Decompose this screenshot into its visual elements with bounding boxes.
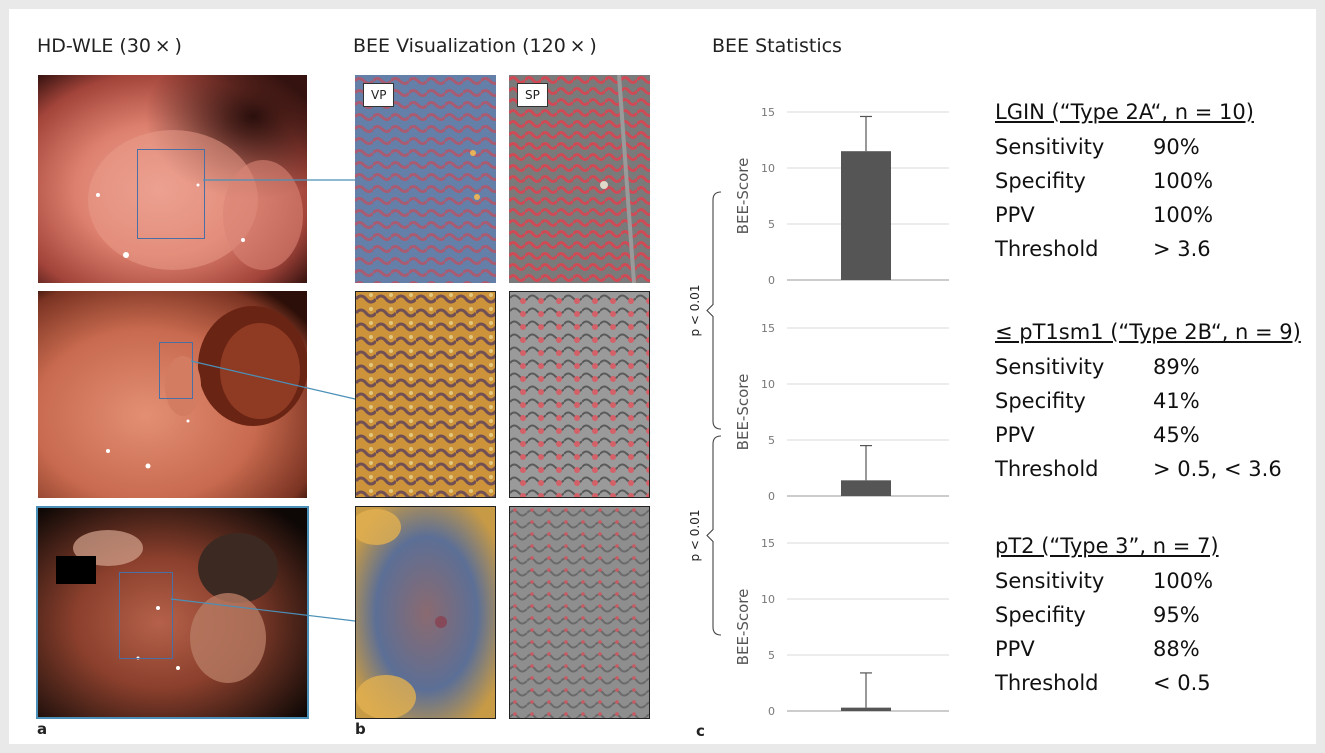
stats-label: PPV (995, 637, 1035, 661)
y-tick-label: 0 (768, 705, 775, 718)
bar (841, 151, 891, 280)
y-axis-label: BEE-Score (734, 158, 752, 235)
stats-value: 88% (1153, 637, 1200, 661)
endoscopy-image-1 (38, 75, 307, 283)
bar (841, 480, 891, 496)
roi-box-3 (119, 572, 173, 659)
bee-tile-vp-3 (355, 506, 496, 719)
stats-value: 100% (1153, 569, 1214, 593)
stats-label: Threshold (995, 237, 1099, 261)
bee-tile-vp-2 (355, 291, 496, 498)
bee-tile-sp-2 (509, 291, 650, 498)
stats-value: 100% (1153, 169, 1214, 193)
stats-row: Threshold < 0.5 (995, 671, 1305, 699)
stats-title: LGIN (“Type 2A“, n = 10) (995, 100, 1254, 124)
stats-row: Sensitivity 89% (995, 355, 1305, 383)
stats-row: PPV 100% (995, 203, 1305, 231)
tag-vp: VP (363, 83, 395, 107)
y-tick-label: 10 (761, 378, 775, 391)
y-tick-label: 5 (768, 434, 775, 447)
y-axis-label: BEE-Score (734, 374, 752, 451)
stats-value: 100% (1153, 203, 1214, 227)
y-axis-label: BEE-Score (734, 589, 752, 666)
stats-label: Threshold (995, 671, 1099, 695)
y-tick-label: 15 (761, 106, 775, 119)
stats-row: Sensitivity 90% (995, 135, 1305, 163)
y-tick-label: 5 (768, 218, 775, 231)
stats-block: pT2 (“Type 3”, n = 7) Sensitivity 100% Spec… (995, 534, 1305, 704)
stats-block: LGIN (“Type 2A“, n = 10) Sensitivity 90% Sp… (995, 100, 1305, 270)
stats-title: pT2 (“Type 3”, n = 7) (995, 534, 1219, 558)
stats-label: PPV (995, 423, 1035, 447)
stats-value: 95% (1153, 603, 1200, 627)
stats-value: 90% (1153, 135, 1200, 159)
stats-row: Specifity 95% (995, 603, 1305, 631)
y-tick-label: 15 (761, 322, 775, 335)
bee-tile-vp-1: VP (355, 75, 496, 283)
p-value-label: p < 0.01 (688, 284, 702, 336)
roi-box-1 (137, 149, 205, 239)
stats-row: Sensitivity 100% (995, 569, 1305, 597)
stats-label: Specifity (995, 169, 1086, 193)
bar (841, 707, 891, 711)
stats-block: ≤ pT1sm1 (“Type 2B“, n = 9) Sensitivity 89… (995, 320, 1305, 490)
stats-label: PPV (995, 203, 1035, 227)
p-value-label: p < 0.01 (688, 509, 702, 561)
stats-value: 89% (1153, 355, 1200, 379)
panel-letter-b: b (355, 720, 366, 738)
bee-tile-sp-3 (509, 506, 650, 719)
stats-label: Sensitivity (995, 135, 1105, 159)
roi-connectors (170, 179, 356, 622)
stats-row: PPV 88% (995, 637, 1305, 665)
stats-row: Threshold > 3.6 (995, 237, 1305, 265)
stats-label: Sensitivity (995, 355, 1105, 379)
heading-bee-visualization: BEE Visualization (120 × ) (353, 35, 597, 57)
endoscopy-image-2 (38, 291, 307, 498)
panel-letter-a: a (37, 720, 48, 738)
tag-sp: SP (517, 83, 548, 107)
heading-bee-statistics: BEE Statistics (712, 35, 842, 57)
stats-value: > 0.5, < 3.6 (1153, 457, 1282, 481)
stats-row: Specifity 41% (995, 389, 1305, 417)
heading-hd-wle: HD-WLE (30 × ) (37, 35, 182, 57)
bee-tile-sp-1: SP (509, 75, 650, 283)
significance-bracket (706, 191, 722, 430)
stats-label: Specifity (995, 389, 1086, 413)
stats-title: ≤ pT1sm1 (“Type 2B“, n = 9) (995, 320, 1301, 344)
y-tick-label: 0 (768, 490, 775, 503)
stats-row: Specifity 100% (995, 169, 1305, 197)
stats-label: Specifity (995, 603, 1086, 627)
y-tick-label: 10 (761, 162, 775, 175)
stats-label: Threshold (995, 457, 1099, 481)
endoscopy-image-3 (36, 506, 309, 719)
stats-value: > 3.6 (1153, 237, 1211, 261)
bee-score-charts: 0 5 10 15 BEE-Score 0 5 10 15 BEE-Score 0 5 10 15 BEE-… (688, 106, 949, 718)
panel-letter-c: c (696, 722, 705, 740)
y-tick-label: 10 (761, 593, 775, 606)
stats-value: < 0.5 (1153, 671, 1211, 695)
roi-box-2 (159, 342, 193, 399)
figure-panel: HD-WLE (30 × ) BEE Visualization (120 × … (9, 9, 1316, 744)
stats-row: PPV 45% (995, 423, 1305, 451)
significance-bracket (706, 435, 722, 636)
stats-value: 41% (1153, 389, 1200, 413)
y-tick-label: 5 (768, 649, 775, 662)
y-tick-label: 15 (761, 537, 775, 550)
stats-label: Sensitivity (995, 569, 1105, 593)
y-tick-label: 0 (768, 274, 775, 287)
stats-value: 45% (1153, 423, 1200, 447)
stats-row: Threshold > 0.5, < 3.6 (995, 457, 1305, 485)
